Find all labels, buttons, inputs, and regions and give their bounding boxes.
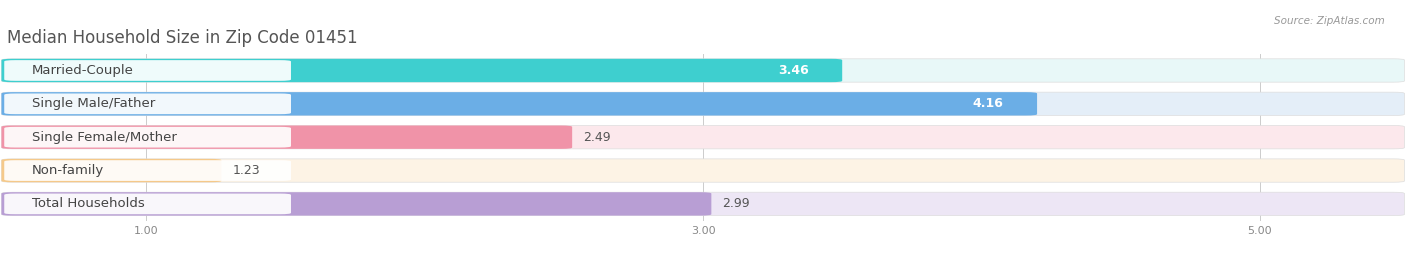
Text: Source: ZipAtlas.com: Source: ZipAtlas.com — [1274, 16, 1385, 26]
FancyBboxPatch shape — [1, 192, 711, 215]
Text: Non-family: Non-family — [32, 164, 104, 177]
Text: Married-Couple: Married-Couple — [32, 64, 134, 77]
FancyBboxPatch shape — [4, 60, 291, 81]
FancyBboxPatch shape — [1, 59, 1405, 82]
Text: 2.49: 2.49 — [583, 131, 612, 144]
FancyBboxPatch shape — [1, 92, 1038, 115]
FancyBboxPatch shape — [4, 160, 291, 181]
FancyBboxPatch shape — [1, 126, 1405, 149]
FancyBboxPatch shape — [4, 194, 291, 214]
FancyBboxPatch shape — [1, 59, 842, 82]
FancyBboxPatch shape — [4, 127, 291, 147]
Text: 3.46: 3.46 — [778, 64, 808, 77]
Text: Single Male/Father: Single Male/Father — [32, 97, 155, 110]
FancyBboxPatch shape — [1, 159, 1405, 182]
Text: 4.16: 4.16 — [973, 97, 1004, 110]
Text: Single Female/Mother: Single Female/Mother — [32, 131, 177, 144]
Text: Total Households: Total Households — [32, 197, 145, 210]
Text: Median Household Size in Zip Code 01451: Median Household Size in Zip Code 01451 — [7, 29, 357, 47]
FancyBboxPatch shape — [4, 94, 291, 114]
FancyBboxPatch shape — [1, 126, 572, 149]
FancyBboxPatch shape — [1, 159, 221, 182]
Text: 2.99: 2.99 — [723, 197, 751, 210]
FancyBboxPatch shape — [1, 192, 1405, 215]
Text: 1.23: 1.23 — [232, 164, 260, 177]
FancyBboxPatch shape — [1, 92, 1405, 115]
